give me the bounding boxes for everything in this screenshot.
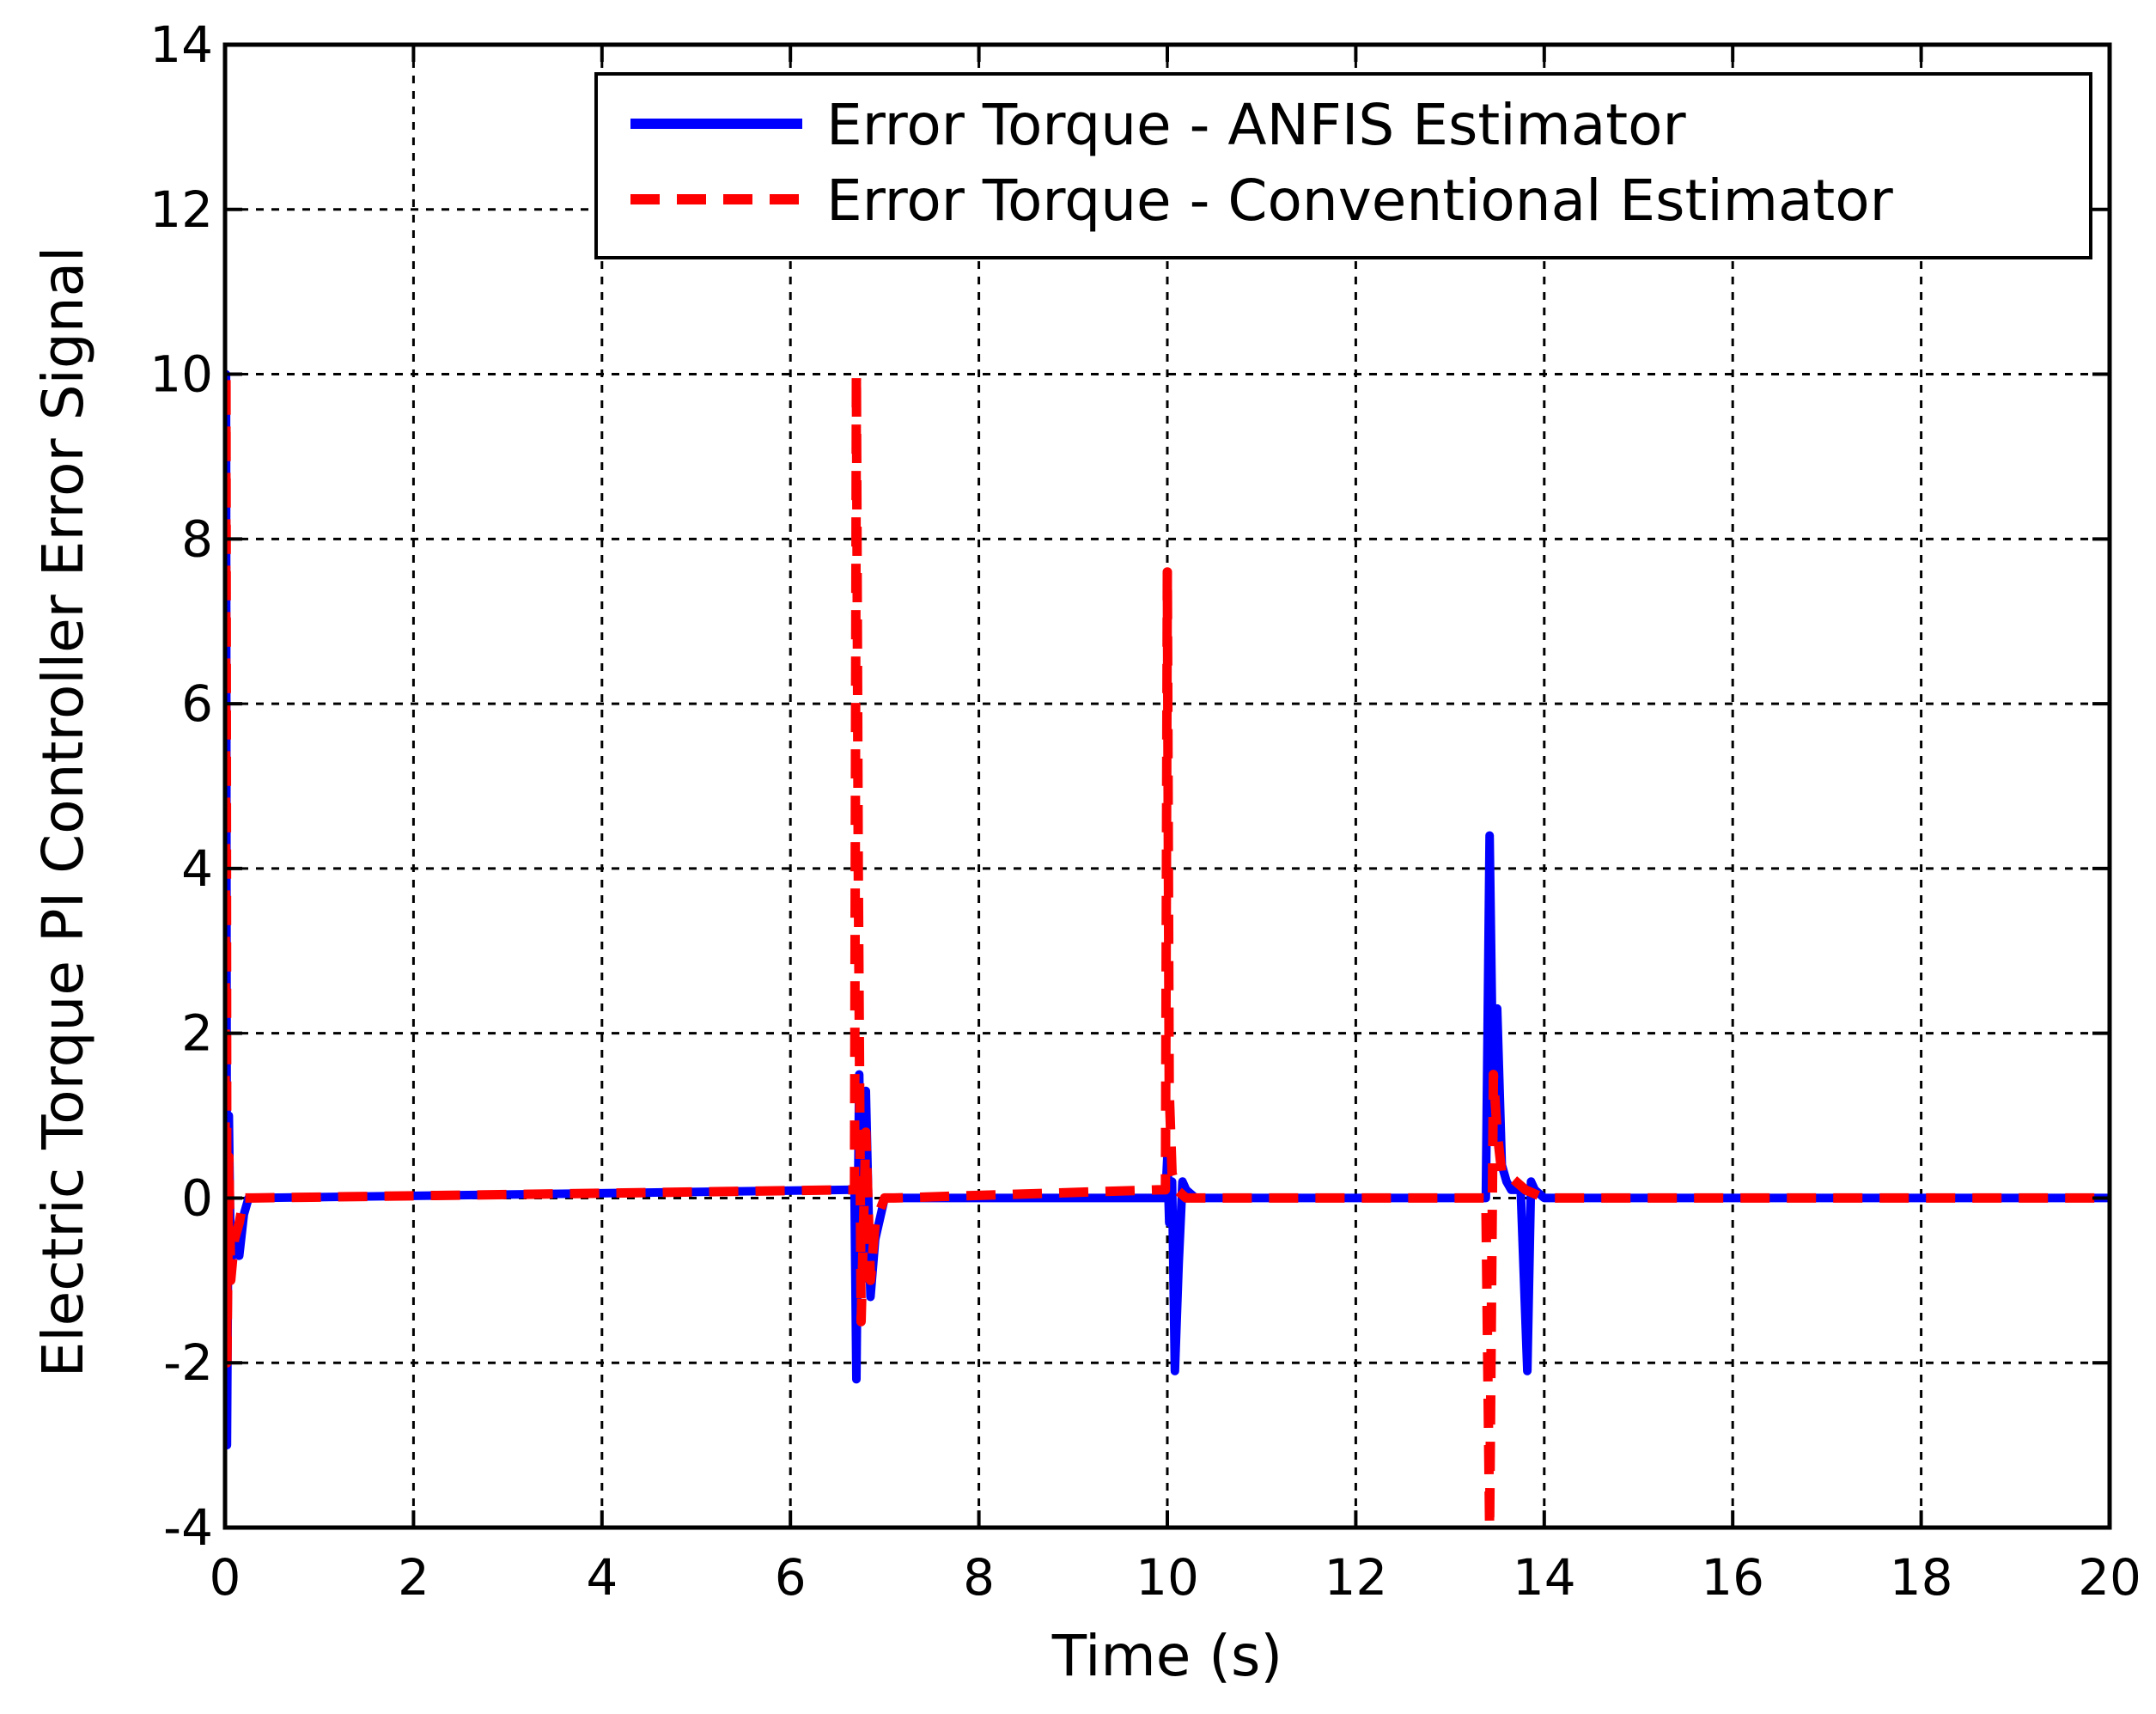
- legend-label-conventional: Error Torque - Conventional Estimator: [826, 168, 1894, 234]
- x-tick-label: 4: [586, 1548, 618, 1607]
- y-tick-label: 12: [149, 180, 213, 239]
- x-axis-label: Time (s): [1051, 1623, 1282, 1689]
- y-tick-label: -4: [163, 1498, 213, 1557]
- legend-box: [594, 72, 2092, 259]
- x-tick-label: 20: [2078, 1548, 2141, 1607]
- x-tick-label: 14: [1513, 1548, 1576, 1607]
- y-tick-label: 10: [149, 345, 213, 404]
- legend: Error Torque - ANFIS Estimator Error Tor…: [594, 72, 2092, 259]
- y-tick-label: 2: [181, 1004, 213, 1063]
- x-tick-label: 2: [398, 1548, 429, 1607]
- series-layer: [225, 369, 2110, 1528]
- x-tick-label: 10: [1136, 1548, 1199, 1607]
- y-tick-label: -2: [163, 1333, 213, 1392]
- x-tick-label: 6: [775, 1548, 807, 1607]
- x-tick-label: 12: [1324, 1548, 1387, 1607]
- x-tick-label: 16: [1701, 1548, 1764, 1607]
- series-conventional-line: [225, 369, 2110, 1528]
- x-tick-label: 8: [963, 1548, 995, 1607]
- x-tick-label: 18: [1890, 1548, 1953, 1607]
- legend-label-anfis: Error Torque - ANFIS Estimator: [826, 92, 1687, 158]
- y-tick-label: 14: [149, 15, 213, 74]
- y-tick-label: 6: [181, 674, 213, 733]
- y-tick-label: 0: [181, 1168, 213, 1227]
- y-axis-label: Electric Torque PI Controller Error Sign…: [30, 247, 96, 1378]
- y-tick-label: 4: [181, 839, 213, 898]
- x-tick-label: 0: [210, 1548, 241, 1607]
- ticks: 0 2 4 6 8 10 12 14 16 18 20 -4 -2 0 2 4 6 8 10 12 14: [149, 15, 2141, 1607]
- y-tick-label: 8: [181, 509, 213, 568]
